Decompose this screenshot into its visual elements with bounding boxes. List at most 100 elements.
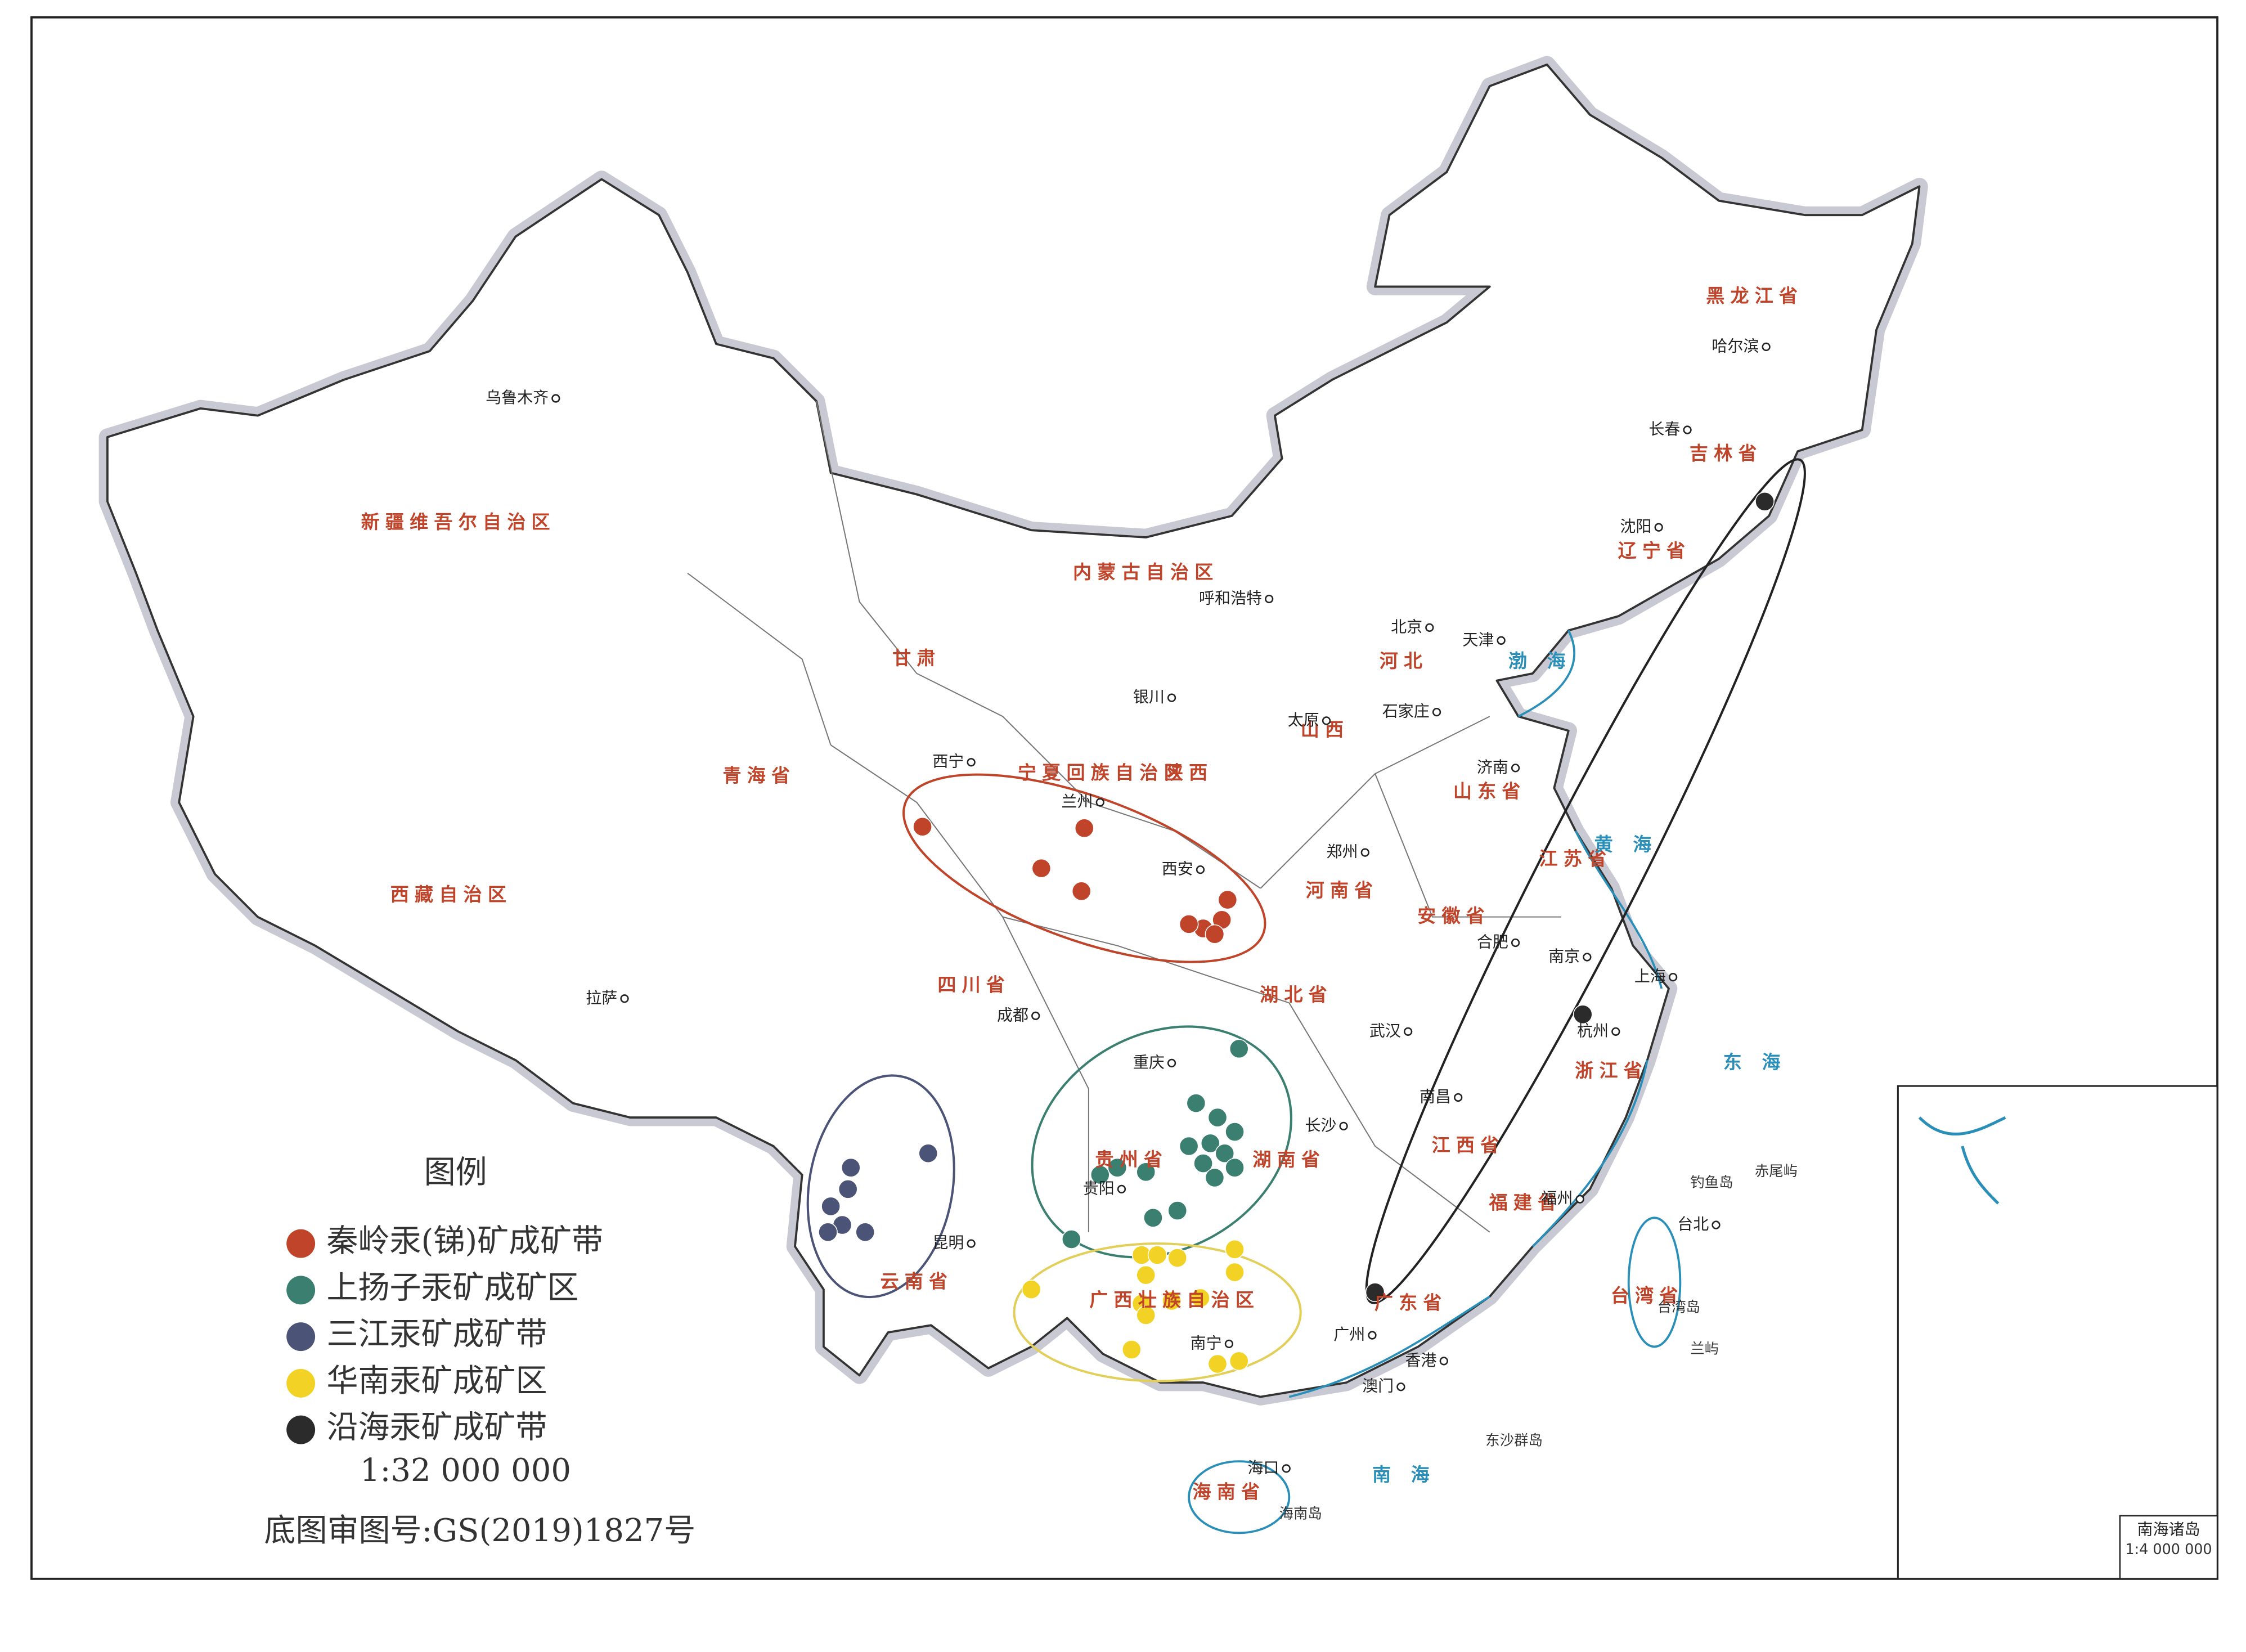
city-marker bbox=[1167, 693, 1176, 702]
inset-coast bbox=[1918, 1116, 2006, 1205]
city-label: 长沙 bbox=[1305, 1116, 1336, 1134]
city-label: 天津 bbox=[1462, 630, 1494, 649]
island-label: 兰屿 bbox=[1690, 1341, 1719, 1358]
sea-label: 南海 bbox=[1372, 1464, 1449, 1485]
city-label: 乌鲁木齐 bbox=[486, 388, 549, 407]
legend-label: 三江汞矿成矿带 bbox=[326, 1316, 547, 1353]
taiwan-island bbox=[1627, 1216, 1682, 1348]
city-marker bbox=[1360, 848, 1369, 857]
city-marker bbox=[1683, 425, 1692, 434]
belt-ellipse bbox=[1031, 1025, 1292, 1259]
city-marker bbox=[1432, 707, 1441, 717]
city-label: 台北 bbox=[1677, 1215, 1709, 1233]
city-label: 南昌 bbox=[1420, 1087, 1451, 1106]
deposit-dot bbox=[1225, 1262, 1245, 1282]
city-marker bbox=[1368, 1331, 1377, 1340]
province-label: 海南省 bbox=[1192, 1481, 1265, 1503]
city-marker bbox=[1511, 938, 1520, 948]
province-label: 吉林省 bbox=[1690, 442, 1763, 464]
city-marker bbox=[1497, 636, 1506, 645]
city-label: 澳门 bbox=[1362, 1377, 1394, 1395]
legend-title: 图例 bbox=[424, 1154, 487, 1191]
city-label: 银川 bbox=[1133, 688, 1165, 706]
city-label: 福州 bbox=[1541, 1189, 1573, 1207]
deposit-dot bbox=[1755, 492, 1775, 511]
inset-frame bbox=[1897, 1085, 2218, 1580]
deposit-dot bbox=[1225, 1122, 1245, 1142]
city-marker bbox=[1339, 1121, 1348, 1131]
province-label: 山东省 bbox=[1453, 780, 1526, 802]
city-label: 北京 bbox=[1391, 617, 1422, 636]
deposit-dot bbox=[1167, 1248, 1188, 1268]
country-outline bbox=[98, 56, 1928, 1534]
deposit-dot bbox=[1136, 1162, 1156, 1182]
deposit-dot bbox=[1573, 1004, 1593, 1025]
sea-label: 东海 bbox=[1723, 1051, 1800, 1073]
deposit-dot bbox=[818, 1222, 838, 1242]
city-marker bbox=[620, 994, 629, 1003]
province-label: 宁夏回族自治区 bbox=[1018, 762, 1188, 784]
belts bbox=[806, 458, 1806, 1382]
deposit-dot bbox=[1205, 924, 1225, 944]
city-marker bbox=[1762, 342, 1771, 352]
city-label: 西宁 bbox=[932, 752, 964, 771]
deposit-dot bbox=[1215, 1143, 1235, 1164]
deposit-dot bbox=[1136, 1305, 1156, 1325]
legend-swatch bbox=[286, 1368, 316, 1398]
city-marker bbox=[1454, 1093, 1463, 1102]
city-marker bbox=[1117, 1184, 1126, 1194]
deposit-dot bbox=[1179, 914, 1199, 934]
province-label: 广东省 bbox=[1374, 1292, 1448, 1314]
province-label: 贵州省 bbox=[1095, 1148, 1168, 1170]
city-marker bbox=[1322, 716, 1331, 725]
labels: 图例秦岭汞(锑)矿成矿带上扬子汞矿成矿区三江汞矿成矿带华南汞矿成矿区沿海汞矿成矿… bbox=[264, 285, 2212, 1558]
deposit-dot bbox=[1179, 1136, 1199, 1156]
deposit-dot bbox=[913, 816, 932, 837]
city-marker bbox=[1611, 1027, 1620, 1036]
province-label: 内蒙古自治区 bbox=[1073, 561, 1219, 583]
deposit-dot bbox=[1225, 1157, 1245, 1178]
inset-scale: 1:4 000 000 bbox=[2125, 1541, 2212, 1558]
province-label: 浙江省 bbox=[1575, 1060, 1648, 1081]
city-label: 沈阳 bbox=[1620, 517, 1651, 536]
deposit-dot bbox=[1193, 1153, 1213, 1173]
city-marker bbox=[1425, 623, 1434, 632]
city-label: 武汉 bbox=[1369, 1021, 1401, 1040]
deposit-dot bbox=[1200, 1133, 1220, 1153]
province-label: 河南省 bbox=[1306, 879, 1379, 901]
legend-label: 华南汞矿成矿区 bbox=[326, 1363, 547, 1399]
province-label: 广西壮族自治区 bbox=[1089, 1289, 1260, 1310]
deposit-dot bbox=[918, 1143, 938, 1164]
city-label: 昆明 bbox=[932, 1233, 964, 1252]
province-label: 四川省 bbox=[937, 973, 1010, 995]
city-marker bbox=[1196, 865, 1205, 874]
island-label: 台湾岛 bbox=[1657, 1299, 1700, 1316]
deposit-dot bbox=[1074, 818, 1094, 838]
deposit-dot bbox=[1031, 858, 1052, 878]
deposit-dot bbox=[821, 1196, 841, 1216]
frame bbox=[30, 16, 2218, 1580]
deposit-dot bbox=[855, 1222, 875, 1242]
province-label: 西藏自治区 bbox=[390, 883, 512, 905]
deposit-dot bbox=[1071, 881, 1091, 901]
city-label: 南宁 bbox=[1191, 1334, 1222, 1352]
deposit-dot bbox=[1107, 1157, 1128, 1178]
city-label: 杭州 bbox=[1577, 1021, 1609, 1040]
province-label: 云南省 bbox=[880, 1270, 953, 1292]
city-marker bbox=[1265, 594, 1274, 604]
scale-label: 1:32 000 000 bbox=[360, 1452, 571, 1489]
city-label: 贵阳 bbox=[1083, 1179, 1115, 1197]
city-marker bbox=[1583, 953, 1592, 962]
city-label: 哈尔滨 bbox=[1712, 336, 1759, 355]
city-label: 郑州 bbox=[1327, 842, 1358, 861]
city-label: 合肥 bbox=[1477, 932, 1508, 951]
border bbox=[106, 63, 1921, 1398]
city-label: 太原 bbox=[1288, 711, 1319, 729]
province-label: 河北 bbox=[1380, 650, 1429, 672]
deposit-dot bbox=[1162, 1291, 1182, 1311]
deposit-dot bbox=[1207, 1354, 1228, 1374]
city-label: 上海 bbox=[1634, 967, 1666, 986]
city-label: 石家庄 bbox=[1382, 702, 1430, 721]
city-label: 拉萨 bbox=[586, 989, 617, 1007]
province-label: 江西省 bbox=[1432, 1134, 1505, 1156]
